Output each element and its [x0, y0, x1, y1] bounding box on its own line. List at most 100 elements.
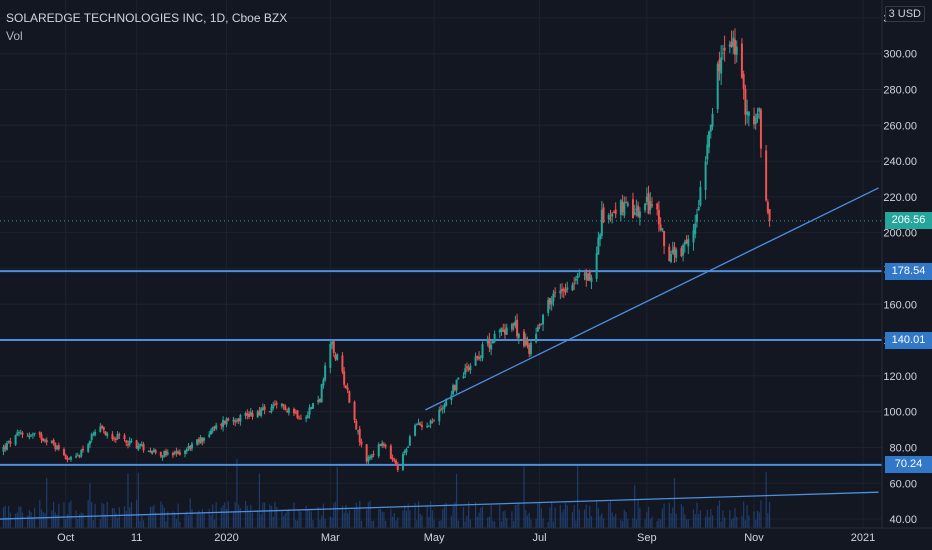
- candle-body: [331, 341, 334, 345]
- y-tick-label: 200.00: [883, 228, 917, 240]
- volume-bar: [177, 503, 179, 528]
- volume-bar: [708, 517, 710, 528]
- candle-body: [550, 300, 553, 305]
- candle-body: [621, 202, 624, 213]
- candle-body: [367, 457, 370, 462]
- volume-bar: [379, 508, 382, 528]
- volume-bar: [428, 517, 430, 528]
- volume-bar: [601, 513, 603, 528]
- volume-bar: [321, 515, 323, 528]
- volume-bar: [115, 512, 117, 528]
- volume-bar: [391, 516, 394, 528]
- candle-body: [171, 453, 174, 456]
- volume-bar: [502, 511, 504, 528]
- candle-body: [208, 434, 211, 437]
- candle-body: [711, 113, 714, 127]
- candle-body: [732, 37, 735, 47]
- candle-body: [542, 314, 545, 325]
- candle-body: [735, 46, 738, 55]
- candle-body: [26, 435, 29, 437]
- volume-bar: [756, 510, 759, 528]
- candle-body: [237, 418, 240, 422]
- candle-body: [318, 399, 321, 402]
- volume-bar: [466, 515, 468, 528]
- volume-bar: [506, 518, 508, 528]
- volume-bar: [87, 499, 89, 528]
- candle-body: [401, 454, 404, 470]
- candle-body: [382, 444, 385, 446]
- currency-button[interactable]: 3 USD: [884, 6, 925, 22]
- volume-bar: [220, 507, 222, 528]
- volume-bar: [324, 518, 326, 528]
- candle-body: [744, 88, 747, 115]
- volume-bar: [692, 509, 695, 528]
- candle-body: [505, 327, 508, 335]
- candle-body: [474, 356, 477, 366]
- candle-body: [68, 458, 71, 460]
- volume-indicator-label[interactable]: Vol: [6, 29, 23, 43]
- volume-bar: [213, 519, 216, 528]
- volume-bar: [561, 512, 563, 528]
- candle-body: [675, 249, 678, 258]
- candle-body: [173, 452, 176, 454]
- volume-bar: [163, 507, 165, 528]
- candle-body: [441, 408, 444, 410]
- volume-bar: [430, 501, 432, 528]
- volume-bar: [661, 508, 663, 528]
- candle-body: [196, 439, 199, 445]
- candle-body: [450, 395, 453, 401]
- y-tick-label: 260.00: [883, 120, 917, 132]
- volume-bar: [155, 512, 157, 528]
- candle-body: [668, 246, 671, 262]
- volume-bar: [585, 504, 587, 528]
- volume-bar: [272, 517, 274, 528]
- volume-bar: [56, 514, 58, 528]
- candle-body: [433, 420, 436, 422]
- volume-bar: [65, 519, 67, 528]
- volume-bar: [566, 505, 568, 528]
- volume-bar: [644, 519, 646, 528]
- candle-body: [699, 186, 702, 206]
- volume-bar: [440, 520, 442, 528]
- volume-bar: [596, 500, 598, 528]
- volume-bar: [284, 513, 286, 528]
- volume-bar: [16, 512, 18, 528]
- candle-body: [403, 450, 406, 454]
- volume-bar: [551, 502, 553, 528]
- volume-bar: [70, 500, 72, 528]
- candle-body: [19, 432, 22, 434]
- candle-body: [574, 278, 577, 281]
- volume-bar: [8, 505, 10, 528]
- volume-bar: [40, 509, 43, 528]
- volume-bar: [187, 515, 190, 528]
- candle-body: [78, 456, 81, 458]
- candle-body: [754, 117, 757, 124]
- candle-body: [540, 323, 543, 325]
- volume-bar: [513, 520, 515, 528]
- volume-bar: [635, 519, 638, 528]
- candle-body: [305, 417, 308, 419]
- candle-body: [258, 410, 261, 416]
- volume-bar: [710, 509, 712, 528]
- volume-bar: [734, 507, 736, 528]
- candle-body: [547, 299, 550, 313]
- candle-body: [82, 448, 85, 451]
- candle-body: [123, 435, 126, 440]
- candle-body: [294, 411, 297, 413]
- volume-bar: [58, 503, 60, 528]
- volume-bar: [111, 507, 114, 528]
- candle-body: [414, 425, 417, 436]
- candle-body: [720, 57, 723, 74]
- candle-body: [516, 319, 519, 337]
- candle-body: [517, 333, 520, 338]
- volume-bar: [222, 505, 224, 528]
- volume-bar: [397, 517, 399, 528]
- volume-bar: [542, 518, 544, 528]
- volume-bar: [360, 520, 363, 528]
- volume-bar: [525, 509, 527, 528]
- symbol-title[interactable]: SOLAREDGE TECHNOLOGIES INC, 1D, Cboe BZX: [6, 11, 288, 25]
- volume-bar: [14, 513, 17, 528]
- volume-bar: [476, 516, 478, 528]
- volume-bar: [717, 505, 719, 528]
